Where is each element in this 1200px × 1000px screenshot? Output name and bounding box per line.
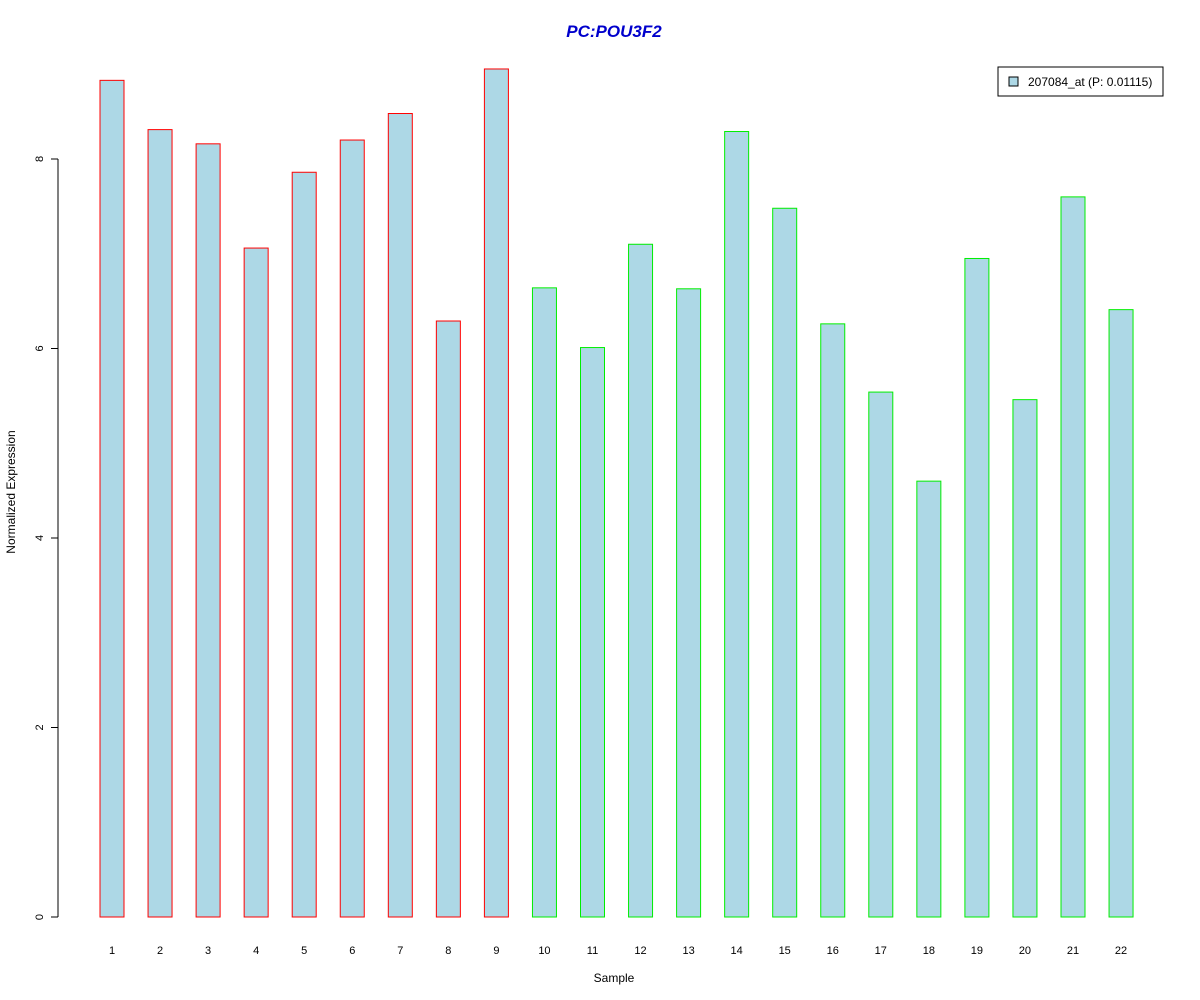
x-tick-label: 1 — [109, 945, 115, 957]
bar — [724, 131, 750, 918]
x-tick-label: 13 — [682, 945, 694, 957]
bar — [387, 113, 413, 918]
x-tick-label: 4 — [253, 945, 259, 957]
bar — [291, 171, 317, 918]
legend-box — [997, 66, 1164, 97]
bar — [820, 323, 846, 918]
bar — [1060, 196, 1086, 918]
x-tick-label: 21 — [1067, 945, 1079, 957]
x-axis-title: Sample — [594, 971, 635, 985]
chart-title: PC:POU3F2 — [566, 22, 662, 41]
bar — [676, 288, 702, 918]
x-tick-label: 20 — [1019, 945, 1031, 957]
bar — [483, 68, 509, 918]
x-tick-label: 22 — [1115, 945, 1127, 957]
x-tick-label: 6 — [349, 945, 355, 957]
x-tick-label: 2 — [157, 945, 163, 957]
bar — [916, 480, 942, 918]
y-tick-label: 0 — [34, 914, 46, 920]
bar — [99, 79, 125, 918]
bar — [1108, 309, 1134, 918]
x-tick-label: 14 — [731, 945, 743, 957]
y-axis-title: Normalized Expression — [4, 430, 18, 553]
y-tick-label: 2 — [34, 724, 46, 730]
y-tick-label: 4 — [34, 535, 46, 541]
y-tick-label: 8 — [34, 156, 46, 162]
bar — [628, 243, 654, 918]
x-tick-label: 19 — [971, 945, 983, 957]
bar — [435, 320, 461, 918]
bar — [772, 207, 798, 918]
x-tick-label: 8 — [445, 945, 451, 957]
bars — [99, 68, 1134, 918]
legend: 207084_at (P: 0.01115) — [997, 66, 1164, 97]
y-tick-label: 6 — [34, 345, 46, 351]
x-tick-label: 15 — [779, 945, 791, 957]
bar — [147, 129, 173, 918]
legend-label: 207084_at (P: 0.01115) — [1028, 75, 1152, 89]
x-tick-label: 18 — [923, 945, 935, 957]
bar — [964, 257, 990, 918]
x-tick-label: 9 — [493, 945, 499, 957]
x-tick-label: 5 — [301, 945, 307, 957]
bar — [580, 347, 605, 918]
x-tick-labels: 1 2 3 4 5 6 7 8 9 10 11 12 13 14 15 16 17 18 19 20 21 22 — [109, 945, 1127, 957]
x-tick-label: 11 — [587, 945, 598, 957]
bar — [339, 139, 365, 918]
x-tick-label: 16 — [827, 945, 839, 957]
x-tick-label: 12 — [634, 945, 646, 957]
bar — [243, 247, 269, 918]
x-tick-label: 17 — [875, 945, 887, 957]
legend-swatch — [1008, 76, 1019, 87]
bar — [1012, 399, 1038, 918]
x-tick-label: 10 — [538, 945, 550, 957]
x-tick-label: 3 — [205, 945, 211, 957]
bar — [195, 143, 221, 918]
bar — [868, 391, 894, 918]
x-tick-label: 7 — [397, 945, 403, 957]
bar — [531, 287, 557, 918]
y-axis: 0 2 4 6 8 — [34, 156, 59, 920]
